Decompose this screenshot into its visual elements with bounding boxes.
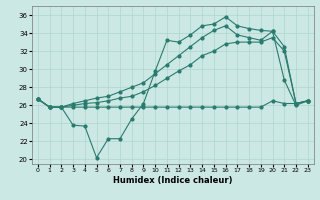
X-axis label: Humidex (Indice chaleur): Humidex (Indice chaleur) xyxy=(113,176,233,185)
